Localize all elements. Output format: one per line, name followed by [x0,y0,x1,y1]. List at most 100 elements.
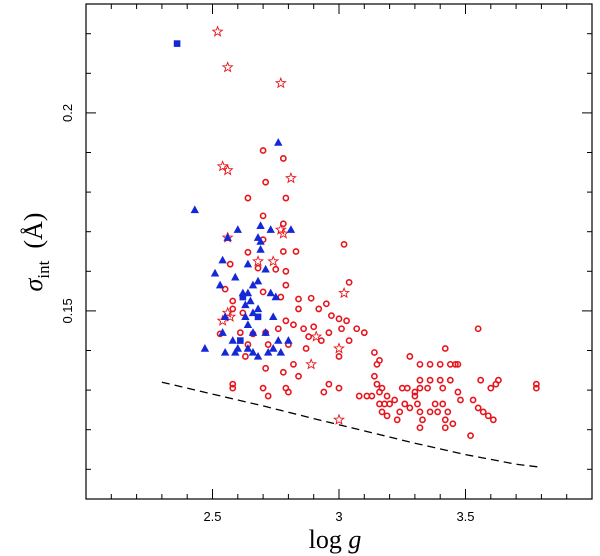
red-circle-point [439,384,447,392]
red-star-point [305,358,318,370]
red-circle-point [439,400,447,408]
red-circle-point [295,372,302,380]
axis-tick-labels: 2.5 3 3.5 0.15 0.2 [60,104,475,524]
red-circle-point [295,305,302,313]
red-circle-point [282,194,290,202]
red-circle-point [236,329,244,337]
red-circle-point [441,424,449,432]
red-circle-point [343,317,350,325]
red-star-point [338,286,351,299]
red-circle-point [487,384,495,392]
red-circle-point [416,376,424,384]
red-circle-point [284,388,292,396]
y-axis-title: σint (Å) [19,213,53,292]
blue-triangle-point [266,225,275,233]
blue-triangle-point [276,347,286,356]
red-circle-point [426,408,434,416]
red-circle-point [345,337,353,344]
red-circle-point [396,408,404,416]
blue-triangle-point [243,344,253,352]
blue-triangle-point [243,259,253,268]
red-circle-point [244,194,252,202]
red-circle-point [353,325,361,333]
blue-square-point [254,313,262,321]
red-circle-point [325,329,333,337]
red-circle-point [322,300,330,308]
red-circle-point [272,265,280,273]
red-circle-point [489,416,497,424]
red-circle-point [310,323,318,331]
red-circle-point [279,155,287,162]
x-tick-label: 3.5 [456,509,474,524]
red-circle-point [338,325,345,333]
red-circle-point [416,384,424,392]
red-circle-point [414,400,421,408]
red-circle-point [449,420,457,428]
red-star-point [310,330,323,342]
red-circle-point [335,353,343,360]
blue-triangle-point [274,138,283,146]
red-star-point [332,342,346,354]
blue-triangle-point [220,312,230,321]
red-circle-point [300,325,307,333]
axis-ticks [85,4,593,499]
red-circle-point [259,147,267,154]
y-axis-subscript: int [34,260,53,278]
red-circle-point [229,380,237,388]
red-circle-point [371,372,378,380]
red-circle-point [328,312,335,320]
blue-triangle-point [266,288,275,297]
red-circle-point [229,297,237,305]
red-circle-point [290,360,297,368]
blue-triangle-point [256,237,265,245]
x-tick-label: 3 [335,509,342,524]
red-circle-point [426,376,434,384]
y-axis-unit: (Å) [19,213,48,249]
red-circle-point [416,360,424,368]
red-circle-point [295,295,302,303]
red-circle-point [262,364,270,372]
red-circle-point [426,360,434,368]
red-circle-point [441,416,449,424]
blue-triangle-point [246,296,255,305]
red-circle-point [292,248,300,255]
red-circle-point [441,345,449,352]
red-star-point [274,76,287,89]
x-axis-title: log g [309,525,362,554]
red-circle-point [454,388,462,396]
red-circle-point [241,353,249,360]
red-circle-point [477,376,485,384]
blue-triangle-point [241,300,250,309]
red-circle-point [221,285,229,293]
red-circle-point [259,288,267,296]
red-star-point [285,171,297,184]
blue-triangle-point [253,304,263,313]
red-circle-point [340,240,348,248]
blue-triangle-point [269,344,278,352]
red-circle-point [335,384,343,392]
red-circle-point [282,317,290,325]
blue-triangle-point [248,328,258,336]
red-circle-point [254,264,262,272]
red-circle-point [424,384,431,392]
red-circle-point [345,278,353,286]
blue-triangle-point [233,225,242,233]
red-circle-point [264,392,272,400]
red-circle-point [282,281,290,289]
red-star-point [277,227,290,239]
blue-triangle-point [256,221,265,229]
red-circle-point [419,416,426,424]
blue-triangle-point [253,351,263,360]
blue-triangle-point [231,272,240,281]
red-circle-point [393,416,401,424]
red-circle-point [451,360,459,368]
red-circle-point [383,412,391,420]
red-circle-point [264,341,272,348]
red-circle-point [259,212,267,220]
red-circle-point [474,325,482,333]
blue-triangle-point [256,245,265,253]
red-circle-point [484,412,492,420]
blue-triangle-point [253,276,263,285]
red-circle-point [373,380,381,388]
